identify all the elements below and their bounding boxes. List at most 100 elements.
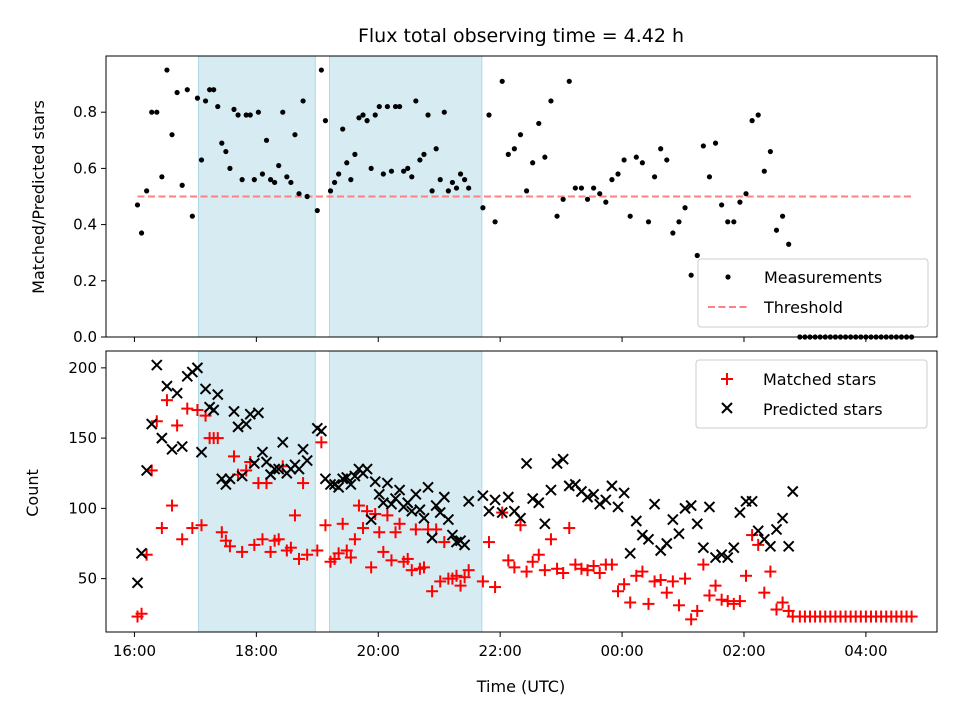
matched-stars-point	[236, 545, 249, 558]
matched-stars-point	[160, 394, 173, 407]
measurement-point	[578, 185, 585, 191]
measurement-point	[597, 191, 603, 197]
predicted-stars-point	[502, 491, 515, 503]
matched-stars-point	[381, 509, 394, 522]
measurement-point	[658, 146, 664, 152]
measurement-point	[457, 171, 464, 177]
predicted-stars-point	[624, 547, 636, 560]
matched-stars-point	[520, 565, 533, 578]
matched-stars-point	[284, 541, 297, 554]
measurement-point	[340, 126, 346, 132]
predicted-stars-series	[131, 359, 799, 589]
measurement-point	[322, 118, 329, 124]
matched-stars-point	[636, 565, 649, 578]
matched-stars-point	[171, 419, 184, 432]
y-tick-label: 200	[68, 359, 97, 377]
matched-stars-point	[462, 564, 475, 577]
predicted-stars-point	[526, 492, 539, 505]
matched-stars-point	[685, 613, 698, 626]
x-tick-label: 00:00	[600, 642, 643, 660]
measurement-point	[554, 213, 560, 219]
ratio-y-ticks: 0.0 0.2 0.4 0.6 0.8	[73, 103, 106, 346]
predicted-stars-point	[422, 481, 434, 493]
predicted-stars-point	[369, 475, 381, 488]
y-tick-label: 0.2	[73, 272, 97, 290]
measurement-point	[198, 157, 205, 163]
measurement-point	[154, 109, 160, 115]
predicted-stars-point	[514, 512, 527, 524]
matched-stars-point	[438, 536, 451, 549]
y-tick-label: 100	[68, 499, 97, 517]
measurement-point	[174, 89, 180, 96]
matched-stars-point	[186, 522, 199, 535]
matched-stars-point	[166, 499, 179, 512]
measurement-point	[603, 199, 609, 205]
legend-predicted-label: Predicted stars	[763, 400, 883, 419]
predicted-stars-point	[776, 512, 789, 524]
measurement-point	[207, 87, 213, 93]
predicted-stars-point	[176, 440, 188, 453]
matched-stars-point	[618, 578, 631, 591]
measurement-point	[272, 179, 278, 186]
measurement-point	[536, 120, 542, 127]
measurement-point	[523, 188, 530, 194]
measurement-point	[263, 137, 270, 143]
matched-stars-point	[417, 561, 430, 574]
measurement-point	[445, 188, 451, 194]
matched-stars-point	[377, 545, 390, 558]
predicted-stars-point	[228, 405, 240, 418]
measurement-point	[433, 146, 439, 152]
predicted-stars-point	[199, 383, 212, 395]
predicted-stars-point	[268, 463, 281, 475]
predicted-stars-point	[462, 495, 475, 508]
matched-stars-point	[605, 558, 618, 571]
matched-stars-point	[256, 533, 269, 546]
ratio-panel: 0.0 0.2 0.4 0.6 0.8 Flux total observing tim…	[29, 25, 938, 346]
legend-predicted-marker	[721, 402, 733, 414]
matched-stars-point	[715, 593, 728, 606]
matched-stars-point	[770, 603, 783, 616]
predicted-stars-point	[752, 525, 764, 537]
measurement-point	[542, 154, 548, 160]
matched-stars-point	[393, 517, 406, 530]
measurement-point	[449, 179, 456, 186]
matched-stars-point	[709, 579, 722, 592]
matched-stars-point	[344, 551, 357, 564]
matched-stars-point	[648, 575, 661, 588]
predicted-stars-point	[191, 362, 204, 374]
matched-stars-point	[575, 562, 588, 575]
predicted-stars-point	[483, 505, 495, 517]
matched-stars-point	[587, 559, 600, 572]
measurement-point	[755, 112, 761, 118]
y-tick-label: 150	[68, 429, 97, 447]
predicted-stars-point	[349, 470, 361, 482]
measurement-point	[344, 160, 350, 166]
y-tick-label: 0.4	[73, 216, 97, 234]
matched-stars-point	[526, 555, 539, 568]
matched-stars-point	[264, 545, 277, 558]
predicted-stars-point	[446, 529, 459, 541]
measurement-point	[651, 174, 658, 180]
measurement-point	[425, 112, 431, 118]
predicted-stars-point	[151, 359, 163, 371]
y-tick-label: 50	[78, 570, 97, 588]
matched-stars-point	[357, 522, 370, 535]
matched-stars-point	[248, 538, 261, 551]
matched-stars-point	[385, 554, 398, 567]
predicted-stars-point	[140, 464, 153, 477]
predicted-stars-point	[685, 499, 697, 512]
matched-stars-point	[727, 597, 740, 610]
measurement-point	[360, 112, 366, 118]
measurement-point	[300, 98, 306, 104]
measurement-point	[421, 151, 427, 157]
matched-stars-point	[630, 569, 643, 582]
predicted-stars-point	[418, 512, 430, 524]
predicted-stars-point	[248, 457, 261, 470]
predicted-stars-point	[722, 551, 734, 564]
predicted-stars-point	[252, 407, 265, 419]
measurement-point	[405, 165, 411, 171]
measurement-point	[388, 168, 395, 174]
predicted-stars-point	[332, 481, 345, 493]
matched-stars-point	[733, 595, 746, 608]
